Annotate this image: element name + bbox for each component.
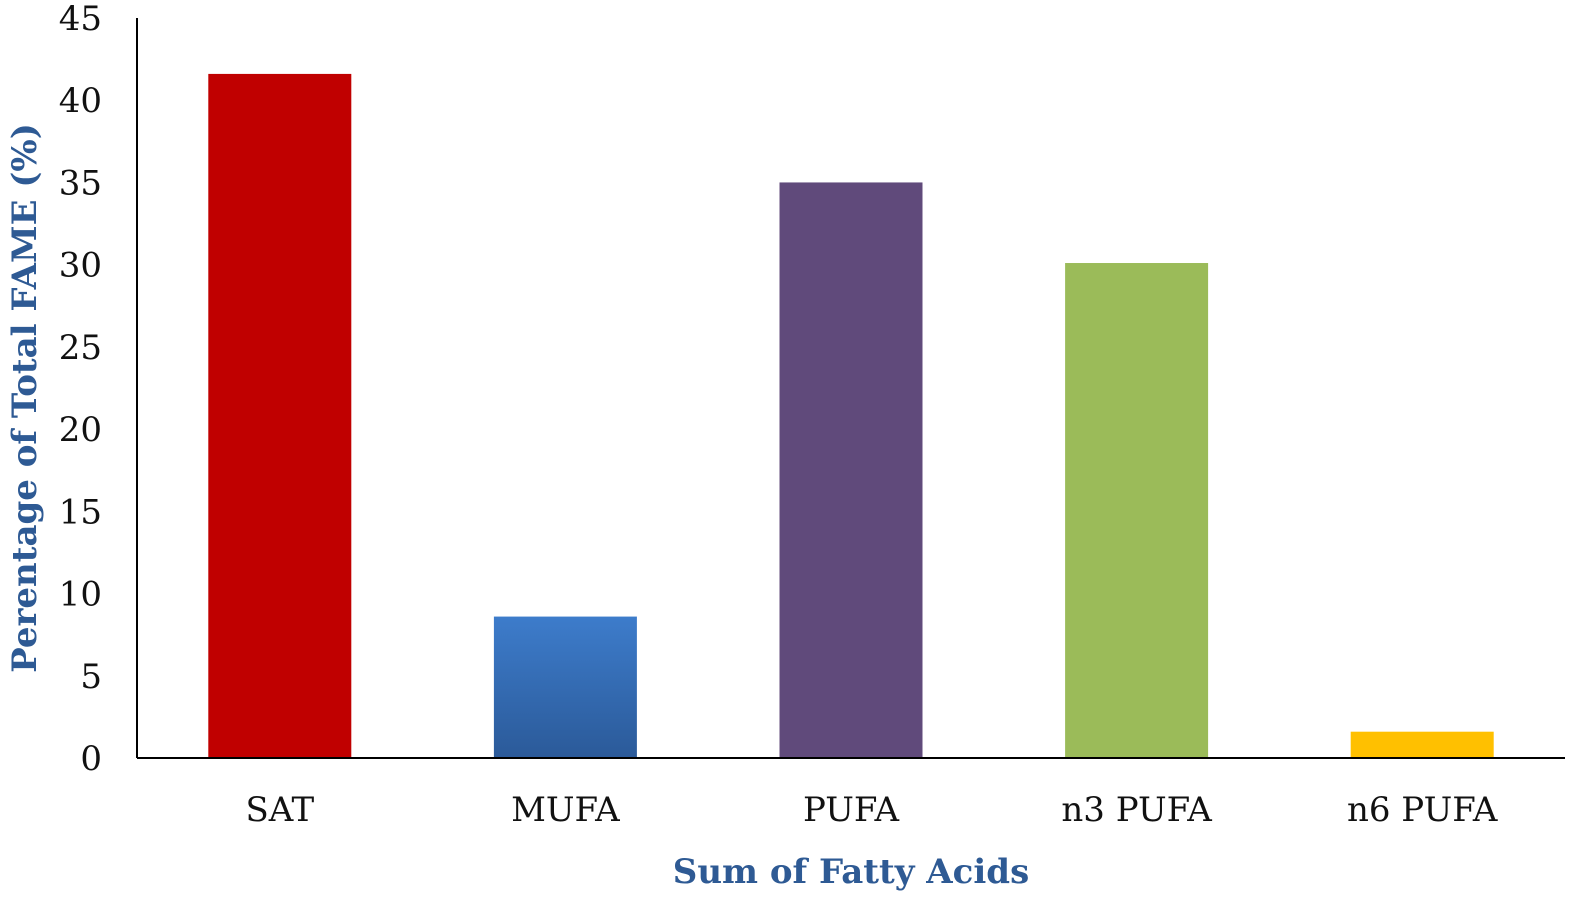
x-tick-label: MUFA [511, 790, 620, 830]
bar-sat [208, 73, 352, 758]
y-tick-label: 45 [59, 0, 102, 39]
bars-group [208, 73, 1494, 758]
x-axis-ticks: SAT MUFA PUFA n3 PUFA n6 PUFA [245, 790, 1497, 830]
y-tick-label: 5 [80, 657, 102, 697]
y-tick-label: 30 [59, 246, 102, 286]
x-tick-label: n6 PUFA [1347, 790, 1498, 830]
y-axis-ticks: 0 5 10 15 20 25 30 35 40 45 [59, 0, 102, 779]
x-tick-label: PUFA [803, 790, 900, 830]
bar-n6-pufa [1350, 731, 1494, 758]
y-tick-label: 35 [59, 163, 102, 203]
y-tick-label: 25 [59, 328, 102, 368]
y-tick-label: 15 [59, 492, 102, 532]
y-tick-label: 0 [80, 739, 102, 779]
y-axis-title: Perentage of Total FAME (%) [5, 123, 45, 673]
x-axis-title: Sum of Fatty Acids [673, 852, 1029, 892]
y-tick-label: 10 [59, 575, 102, 615]
y-tick-label: 40 [59, 81, 102, 121]
y-tick-label: 20 [59, 410, 102, 450]
bar-mufa [493, 616, 637, 758]
x-tick-label: n3 PUFA [1061, 790, 1212, 830]
bar-n3-pufa [1065, 263, 1209, 758]
bar-pufa [779, 182, 923, 758]
x-tick-label: SAT [245, 790, 314, 830]
